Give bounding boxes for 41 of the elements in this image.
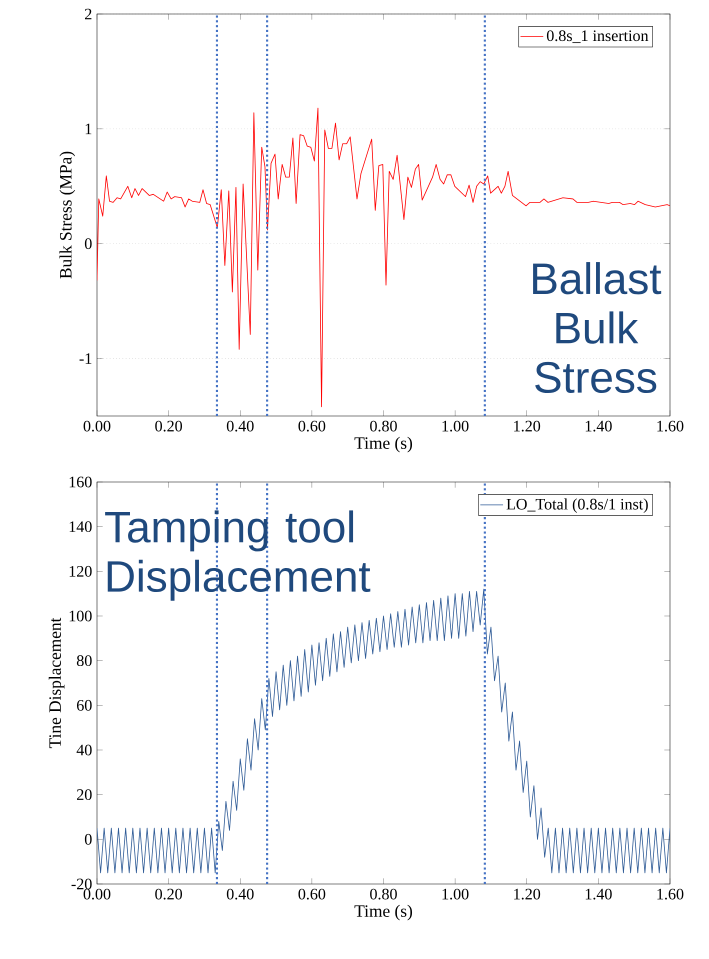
y-tick-label: 100 — [70, 610, 92, 622]
y-tick-label: 160 — [70, 476, 92, 488]
x-tick-label: 0.00 — [84, 888, 110, 900]
x-tick-label: 1.00 — [442, 888, 469, 900]
annotation: Tamping tool Displacement — [105, 510, 370, 601]
y-tick-label: 140 — [70, 521, 92, 532]
x-tick-label: 0.40 — [226, 888, 254, 900]
x-tick-label: 0.20 — [155, 888, 182, 900]
y-axis-title: Bulk Stress (MPa) — [59, 152, 76, 279]
x-tick-label: 0.80 — [370, 420, 397, 432]
x-tick-label: 0.60 — [298, 420, 326, 432]
x-tick-label: 1.20 — [514, 888, 540, 900]
y-tick-label: 1 — [86, 124, 92, 134]
y-tick-label: 0 — [84, 238, 92, 250]
x-axis-title: Time (s) — [354, 436, 412, 452]
x-tick-label: 1.60 — [657, 420, 684, 432]
x-tick-label: 1.00 — [442, 420, 469, 432]
y-tick-label: 20 — [77, 789, 92, 800]
x-tick-label: 1.40 — [586, 420, 612, 432]
x-tick-label: 1.40 — [586, 888, 612, 900]
y-tick-label: 2 — [85, 8, 92, 20]
x-tick-label: 1.20 — [514, 420, 540, 432]
annotation: Ballast Bulk Stress — [533, 262, 662, 394]
x-tick-label: 0.80 — [370, 888, 397, 900]
x-tick-label: 1.60 — [657, 888, 684, 900]
y-tick-label: 40 — [76, 744, 92, 756]
y-axis-title: Tine Displacement — [48, 618, 64, 748]
y-tick-label: 60 — [76, 700, 92, 711]
x-tick-label: 0.00 — [84, 420, 110, 432]
x-tick-label: 0.20 — [155, 420, 182, 432]
line-series — [97, 108, 670, 408]
legend-label: LO_Total (0.8s/1 inst) — [506, 498, 648, 513]
y-tick-label: 0 — [84, 834, 92, 845]
y-tick-label: 80 — [76, 655, 92, 666]
x-tick-label: 0.60 — [298, 888, 326, 900]
y-tick-label: -1 — [80, 353, 92, 364]
legend-label: 0.8s_1 insertion — [546, 30, 648, 44]
x-axis-title: Time (s) — [354, 904, 412, 920]
y-tick-label: -20 — [72, 878, 92, 890]
y-tick-label: 120 — [70, 566, 92, 577]
x-tick-label: 0.40 — [226, 420, 254, 432]
